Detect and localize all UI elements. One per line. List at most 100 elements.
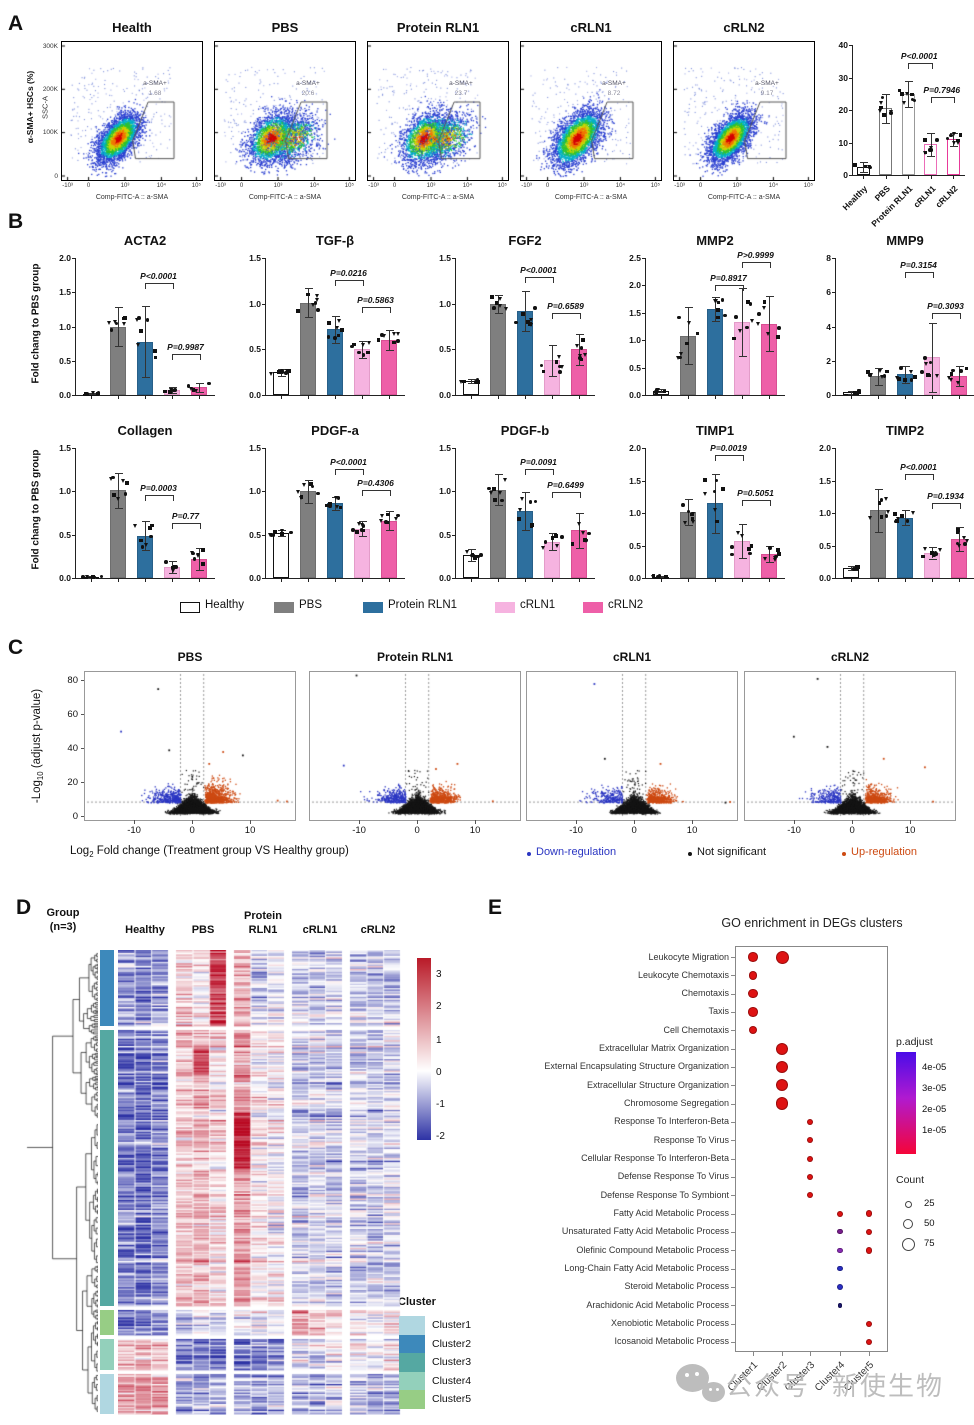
scatter-point	[133, 524, 138, 529]
error-bar	[552, 344, 553, 376]
scatter-point	[123, 491, 128, 496]
scatter-point	[938, 548, 943, 553]
x-axis-line	[835, 578, 974, 579]
cluster-legend-label: Cluster4	[432, 1374, 472, 1387]
scatter-point	[268, 532, 273, 537]
scatter-point	[396, 513, 400, 518]
error-cap	[331, 315, 340, 317]
cluster-legend-swatch	[399, 1353, 425, 1372]
scatter-point	[558, 369, 562, 374]
scatter-point	[903, 378, 908, 382]
scatter-point	[945, 136, 950, 141]
scatter-point	[934, 374, 939, 379]
y-tick-label: 0.0	[249, 390, 261, 400]
scatter-point	[351, 342, 356, 347]
go-y-tick	[731, 1250, 735, 1252]
heatmap-colorbar-tick-label: 1	[436, 1035, 442, 1046]
qpcr-chart-title: TGF-β	[315, 233, 355, 248]
y-tick	[262, 258, 265, 259]
scatter-point	[763, 557, 768, 562]
x-tick	[281, 396, 282, 399]
y-tick	[832, 513, 835, 514]
scatter-point	[712, 489, 717, 494]
flow-gate-label: a-SMA+	[755, 80, 779, 87]
scatter-point	[952, 132, 957, 137]
scatter-point	[749, 544, 754, 549]
scatter-point	[271, 533, 276, 537]
error-cap	[195, 547, 204, 549]
error-cap	[114, 473, 123, 475]
scatter-point	[883, 497, 888, 502]
scatter-point	[280, 370, 285, 375]
error-cap	[521, 331, 530, 333]
scatter-point	[713, 299, 718, 304]
go-dot	[865, 1320, 873, 1327]
scatter-point	[539, 363, 544, 368]
scatter-point	[487, 486, 492, 491]
go-dot	[865, 1246, 873, 1254]
flow-x-tick-label: 10³	[273, 183, 283, 189]
flow-x-tick-label: 10⁴	[462, 183, 473, 189]
y-tick-label: 1.0	[629, 335, 641, 346]
significance-label: P=0.5051	[737, 488, 774, 498]
error-bar	[953, 132, 954, 146]
scatter-point	[528, 500, 533, 504]
scatter-point	[894, 519, 899, 523]
y-tick-label: 1.5	[439, 253, 451, 263]
volcano-xlabel-post: Fold change (Treatment group VS Healthy …	[93, 845, 349, 857]
scatter-point	[678, 355, 682, 360]
x-tick	[661, 396, 662, 399]
error-cap	[521, 492, 530, 494]
significance-bracket	[932, 312, 961, 319]
x-category-label: cRLN1	[910, 183, 938, 210]
y-tick-label: 0.5	[629, 540, 641, 551]
scatter-point	[106, 320, 111, 325]
scatter-point	[325, 503, 329, 508]
significance-label: P=0.0003	[140, 482, 177, 493]
scatter-point	[730, 545, 734, 549]
error-cap	[358, 520, 367, 522]
scatter-point	[521, 312, 526, 317]
x-tick	[932, 579, 933, 582]
scatter-point	[90, 391, 95, 396]
scatter-point	[686, 509, 691, 514]
scatter-point	[116, 497, 121, 502]
flow-plot-title: Health	[112, 20, 152, 35]
panel-d-label: D	[16, 896, 32, 919]
error-cap	[874, 367, 883, 369]
volcano-x-tick-label: -10	[127, 825, 141, 836]
scatter-point	[316, 491, 320, 496]
error-bar	[389, 511, 390, 531]
go-x-tick	[782, 1352, 783, 1356]
y-tick-label: 2.0	[629, 280, 641, 291]
scatter-point	[327, 504, 332, 509]
wechat-eye	[709, 1388, 712, 1391]
error-bar	[552, 532, 553, 551]
x-tick	[471, 579, 472, 582]
scatter-point	[683, 520, 688, 525]
y-tick-label: 4	[826, 321, 831, 332]
legend-label: Protein RLN1	[388, 599, 458, 611]
scatter-point	[280, 529, 285, 534]
significance-label: P=0.0019	[710, 442, 747, 453]
error-cap	[928, 391, 937, 393]
go-dot	[806, 1173, 814, 1181]
go-plot-title: GO enrichment in DEGs clusters	[721, 916, 903, 930]
significance-label: P=0.6589	[547, 300, 584, 311]
go-y-tick	[731, 1305, 735, 1307]
heatmap-colorbar	[417, 958, 431, 1140]
scatter-point	[280, 532, 284, 536]
scatter-point	[935, 138, 940, 143]
volcano-canvas	[84, 671, 296, 821]
scatter-point	[517, 508, 522, 513]
y-tick-label: 0.0	[59, 573, 71, 583]
volcano-x-tick	[576, 820, 578, 824]
go-y-tick	[731, 1085, 735, 1087]
x-tick	[281, 579, 282, 582]
scatter-point	[925, 372, 930, 377]
go-dot	[748, 988, 758, 999]
volcano-title: cRLN2	[830, 650, 869, 664]
y-tick-label: 1.5	[59, 287, 71, 298]
x-tick	[335, 396, 336, 399]
flow-x-axis-label: Comp-FITC-A :: a-SMA	[95, 194, 169, 201]
